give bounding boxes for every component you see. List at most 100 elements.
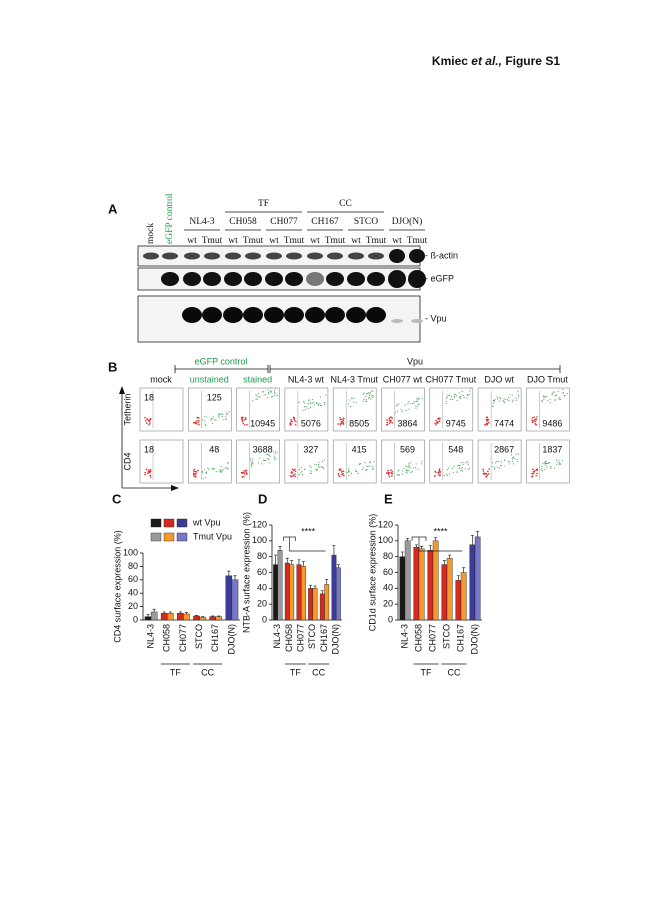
event-dot bbox=[214, 419, 216, 421]
significance-bracket bbox=[411, 536, 463, 552]
event-dot bbox=[466, 397, 468, 399]
blot-band bbox=[244, 272, 262, 286]
figure-header: Kmiec et al., Figure S1 bbox=[432, 54, 560, 68]
event-dot bbox=[443, 475, 446, 477]
event-dot bbox=[298, 473, 300, 476]
event-dot bbox=[446, 469, 448, 471]
event-dot bbox=[531, 475, 534, 477]
event-dot bbox=[366, 393, 368, 395]
event-dot bbox=[273, 390, 276, 392]
event-dot bbox=[341, 473, 344, 476]
legend-swatch bbox=[150, 532, 162, 542]
event-dot bbox=[400, 408, 402, 410]
supergroup-label: TF bbox=[258, 199, 269, 209]
blot-band bbox=[409, 249, 425, 263]
event-dot bbox=[500, 461, 503, 463]
event-dot bbox=[462, 463, 464, 465]
event-dot bbox=[194, 475, 197, 478]
event-dot bbox=[554, 399, 556, 401]
event-dot bbox=[250, 458, 252, 460]
blot-label: - eGFP bbox=[425, 273, 454, 283]
bar bbox=[427, 550, 434, 621]
event-dot bbox=[365, 395, 367, 398]
event-dot bbox=[495, 462, 497, 464]
event-dot bbox=[405, 409, 407, 411]
blot-band bbox=[204, 252, 220, 260]
flow-plot bbox=[526, 387, 570, 432]
error-bar bbox=[301, 561, 305, 567]
event-dot bbox=[486, 419, 488, 422]
event-dot bbox=[218, 414, 220, 416]
event-dot bbox=[421, 460, 423, 463]
event-dot bbox=[406, 465, 408, 468]
event-dot bbox=[289, 422, 292, 424]
blot-band bbox=[326, 272, 344, 286]
event-dot bbox=[405, 465, 407, 467]
event-dot bbox=[302, 401, 305, 403]
event-dot bbox=[339, 416, 341, 419]
event-dot bbox=[275, 450, 277, 453]
event-dot bbox=[196, 416, 199, 419]
event-dot bbox=[192, 472, 195, 475]
event-dot bbox=[455, 393, 457, 395]
event-dot bbox=[469, 390, 471, 392]
event-dot bbox=[351, 397, 353, 399]
event-dot bbox=[305, 406, 307, 408]
event-dot bbox=[398, 403, 400, 405]
event-dot bbox=[270, 396, 273, 398]
event-dot bbox=[387, 473, 390, 475]
event-dot bbox=[508, 396, 510, 398]
mfi-value: 3688 bbox=[253, 444, 273, 454]
bar bbox=[150, 611, 158, 621]
bar bbox=[277, 550, 283, 621]
event-dot bbox=[531, 472, 533, 475]
event-dot bbox=[298, 401, 300, 403]
event-dot bbox=[388, 417, 391, 420]
y-tick-label: 20 bbox=[383, 599, 393, 609]
event-dot bbox=[218, 416, 221, 419]
event-dot bbox=[448, 473, 451, 475]
event-dot bbox=[251, 461, 254, 463]
mfi-value: 10945 bbox=[250, 418, 275, 428]
event-dot bbox=[259, 457, 261, 459]
event-dot bbox=[220, 466, 222, 468]
event-dot bbox=[348, 470, 350, 472]
event-dot bbox=[337, 472, 340, 475]
event-dot bbox=[195, 422, 198, 425]
event-dot bbox=[245, 471, 248, 474]
x-tick-label: CH077 bbox=[427, 624, 437, 652]
event-dot bbox=[323, 459, 326, 461]
event-dot bbox=[219, 470, 222, 472]
event-dot bbox=[550, 467, 552, 469]
bar bbox=[335, 567, 341, 621]
event-dot bbox=[256, 395, 258, 397]
event-dot bbox=[448, 467, 450, 469]
event-dot bbox=[456, 400, 458, 402]
error-bar bbox=[476, 530, 480, 537]
event-dot bbox=[447, 394, 449, 396]
event-dot bbox=[245, 418, 247, 421]
event-dot bbox=[415, 407, 417, 409]
group-header: Vpu bbox=[407, 356, 423, 366]
event-dot bbox=[195, 420, 198, 422]
event-dot bbox=[397, 473, 400, 476]
event-dot bbox=[437, 471, 439, 474]
event-dot bbox=[497, 460, 500, 463]
event-dot bbox=[324, 401, 326, 404]
event-dot bbox=[562, 388, 564, 391]
column-label: CH077 wt bbox=[383, 374, 423, 384]
group-label: CC bbox=[201, 667, 214, 677]
event-dot bbox=[511, 460, 513, 463]
mfi-value: 9745 bbox=[446, 418, 466, 428]
event-dot bbox=[438, 469, 441, 472]
event-dot bbox=[555, 459, 558, 461]
virus-label: CH058 bbox=[229, 217, 257, 227]
event-dot bbox=[294, 473, 296, 475]
event-dot bbox=[545, 462, 547, 464]
blot-label: - ß-actin bbox=[425, 250, 458, 260]
bar bbox=[160, 613, 168, 621]
event-dot bbox=[319, 403, 321, 405]
event-dot bbox=[556, 461, 558, 463]
event-dot bbox=[366, 400, 368, 402]
event-dot bbox=[465, 461, 467, 464]
